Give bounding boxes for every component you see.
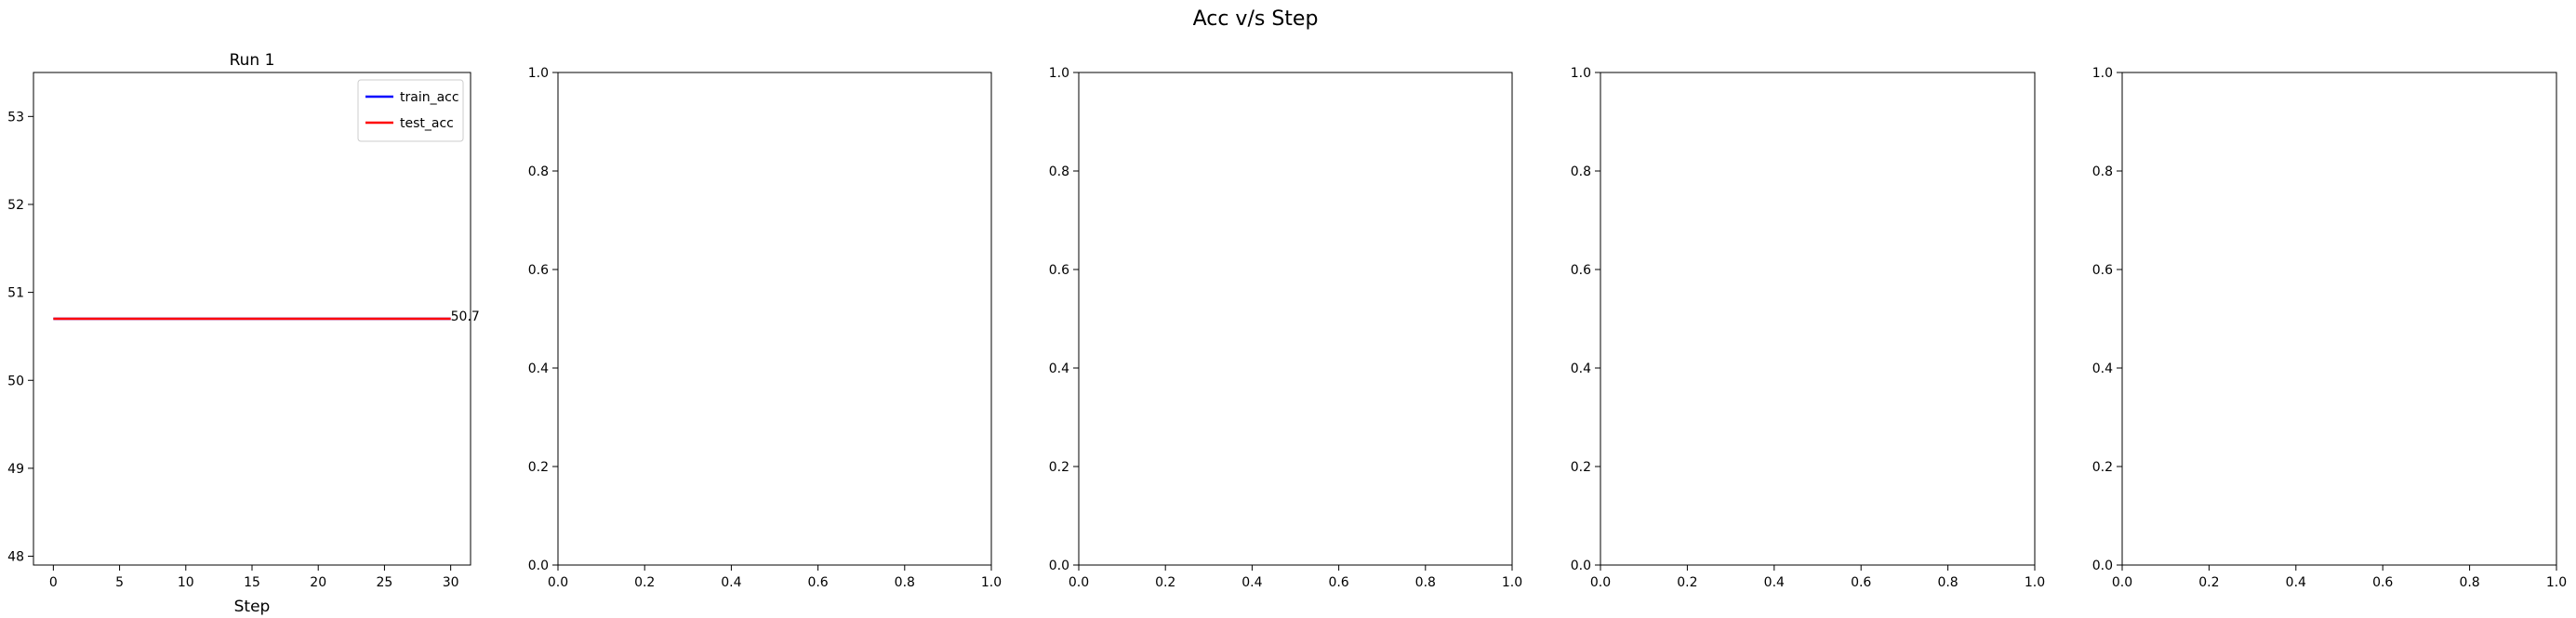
y-tick-label: 0.2 <box>1571 460 1591 475</box>
y-tick-label: 0.0 <box>528 559 549 573</box>
x-tick-label: 10 <box>178 575 194 590</box>
y-tick-label: 49 <box>7 462 24 477</box>
y-tick-label: 0.2 <box>528 460 549 475</box>
x-tick-label: 0.0 <box>2112 575 2132 590</box>
y-tick-label: 0.6 <box>528 263 549 278</box>
x-tick-label: 30 <box>443 575 459 590</box>
axes-3: 0.0 0.2 0.4 0.6 0.8 1.0 0.0 0.2 0.4 0.6 0.8 1.0 <box>1049 66 1522 590</box>
y-tick-label: 0.8 <box>1049 164 1069 179</box>
y-tick-label: 0.0 <box>2092 559 2113 573</box>
figure-suptitle: Acc v/s Step <box>1193 7 1319 31</box>
x-tick-label: 25 <box>377 575 393 590</box>
axes-4: 0.0 0.2 0.4 0.6 0.8 1.0 0.0 0.2 0.4 0.6 0.8 1.0 <box>1571 66 2045 590</box>
legend-entry-test-acc: test_acc <box>400 116 454 131</box>
y-tick-label: 1.0 <box>528 66 549 81</box>
axes-2-frame <box>557 72 992 566</box>
axes-5-frame <box>2121 72 2557 566</box>
x-tick-label: 0.6 <box>807 575 828 590</box>
x-tick-label: 1.0 <box>981 575 1002 590</box>
x-tick-label: 0.6 <box>1328 575 1348 590</box>
x-tick-label: 0.4 <box>721 575 741 590</box>
x-tick-label: 0.2 <box>634 575 655 590</box>
y-tick-label: 0.2 <box>1049 460 1069 475</box>
x-tick-label: 15 <box>244 575 260 590</box>
y-tick-label: 0.6 <box>1049 263 1069 278</box>
x-tick-label: 0.6 <box>1851 575 1871 590</box>
y-tick-label: 0.8 <box>2092 164 2113 179</box>
axes-1: Run 1 50.7 0 5 10 15 20 25 30 48 49 50 51 52 53 Step tra… <box>7 51 480 616</box>
x-tick-label: 0.2 <box>1155 575 1175 590</box>
x-tick-label: 5 <box>115 575 124 590</box>
axes-3-frame <box>1078 72 1513 566</box>
y-tick-label: 0.8 <box>1571 164 1591 179</box>
x-tick-label: 1.0 <box>2025 575 2045 590</box>
legend-entry-train-acc: train_acc <box>400 90 459 105</box>
y-tick-label: 53 <box>7 110 24 125</box>
axes-4-frame <box>1600 72 2036 566</box>
x-tick-label: 0.0 <box>1069 575 1089 590</box>
axes-2: 0.0 0.2 0.4 0.6 0.8 1.0 0.0 0.2 0.4 0.6 0.8 1.0 <box>528 66 1002 590</box>
x-tick-label: 0.6 <box>2372 575 2393 590</box>
y-tick-label: 0.0 <box>1049 559 1069 573</box>
axes-1-title: Run 1 <box>230 51 275 70</box>
y-tick-label: 52 <box>7 198 24 213</box>
y-tick-label: 0.4 <box>2092 362 2113 376</box>
y-tick-label: 1.0 <box>1571 66 1591 81</box>
x-tick-label: 0 <box>49 575 58 590</box>
y-tick-label: 1.0 <box>1049 66 1069 81</box>
y-tick-label: 50 <box>7 374 24 388</box>
x-tick-label: 20 <box>310 575 326 590</box>
x-tick-label: 1.0 <box>1502 575 1522 590</box>
y-tick-label: 0.4 <box>528 362 549 376</box>
x-tick-label: 0.2 <box>1677 575 1697 590</box>
x-tick-label: 0.8 <box>1415 575 1436 590</box>
x-tick-label: 0.8 <box>895 575 915 590</box>
x-tick-label: 0.2 <box>2198 575 2219 590</box>
x-tick-label: 0.0 <box>548 575 568 590</box>
axes-container: Run 1 50.7 0 5 10 15 20 25 30 48 49 50 51 52 53 Step tra… <box>7 51 2567 616</box>
x-tick-label: 0.4 <box>1764 575 1785 590</box>
axes-5: 0.0 0.2 0.4 0.6 0.8 1.0 0.0 0.2 0.4 0.6 0.8 1.0 <box>2092 66 2567 590</box>
y-tick-label: 0.6 <box>1571 263 1591 278</box>
y-tick-label: 0.2 <box>2092 460 2113 475</box>
x-tick-label: 1.0 <box>2546 575 2567 590</box>
legend-frame <box>357 79 464 142</box>
y-tick-label: 1.0 <box>2092 66 2113 81</box>
x-tick-label: 0.4 <box>1242 575 1262 590</box>
y-tick-label: 0.6 <box>2092 263 2113 278</box>
x-tick-label: 0.4 <box>2286 575 2306 590</box>
y-tick-label: 0.0 <box>1571 559 1591 573</box>
x-tick-label: 0.8 <box>2459 575 2479 590</box>
x-tick-label: 0.0 <box>1590 575 1611 590</box>
y-tick-label: 51 <box>7 286 24 301</box>
y-tick-label: 0.4 <box>1571 362 1591 376</box>
axes-1-xlabel: Step <box>234 598 271 616</box>
x-tick-label: 0.8 <box>1937 575 1958 590</box>
data-label: 50.7 <box>451 309 480 324</box>
y-tick-label: 0.4 <box>1049 362 1069 376</box>
legend: train_acc test_acc <box>357 79 464 142</box>
y-tick-label: 0.8 <box>528 164 549 179</box>
y-tick-label: 48 <box>7 550 24 565</box>
